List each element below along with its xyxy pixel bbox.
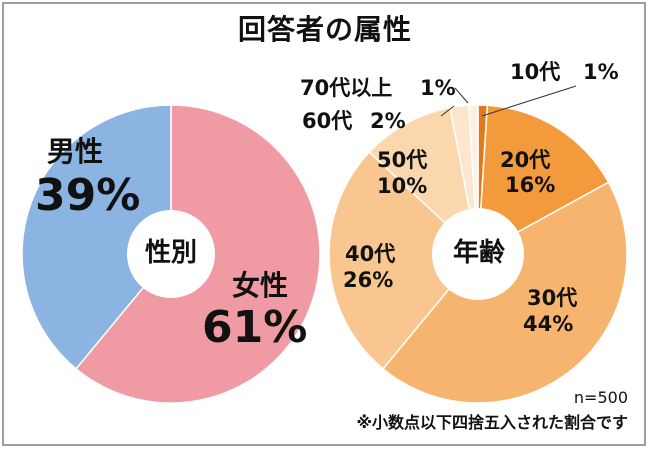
label-age-50s-category: 50代 (377, 148, 428, 172)
label-age-70plus-percent: 1% (420, 76, 456, 100)
label-age-10s-category: 10代 (510, 60, 561, 84)
page-title: 回答者の属性 (237, 13, 412, 46)
gender-center-hole (127, 210, 215, 298)
age-center-label: 年齢 (452, 238, 505, 268)
label-female-percent: 61% (202, 302, 308, 353)
label-age-20s-category: 20代 (500, 148, 551, 172)
label-female-category: 女性 (232, 269, 289, 302)
label-age-60s-category: 60代 (302, 109, 353, 133)
age-slice-4 (328, 150, 480, 370)
gender-center-label: 性別 (144, 238, 197, 268)
age-slice-3 (381, 181, 628, 404)
label-age-30s-category: 30代 (527, 286, 578, 310)
leader-line-70plus (454, 87, 469, 104)
leader-line-10s (481, 85, 577, 117)
label-age-10s-percent: 1% (583, 60, 619, 84)
label-age-40s-percent: 26% (343, 268, 394, 292)
label-age-40s-category: 40代 (345, 242, 396, 266)
sample-size: n=500 (573, 388, 628, 407)
label-age-30s-percent: 44% (523, 312, 574, 336)
leader-line-60s (440, 105, 455, 117)
rounding-note: ※小数点以下四捨五入された割合です (356, 413, 628, 432)
gender-slice-2 (21, 104, 172, 370)
label-age-60s-percent: 2% (370, 109, 406, 133)
label-male-percent: 39% (35, 170, 141, 221)
label-age-70plus-category: 70代以上 (300, 76, 393, 100)
label-age-50s-percent: 10% (377, 174, 428, 198)
label-age-20s-percent: 16% (505, 173, 556, 197)
label-male-category: 男性 (47, 135, 104, 168)
age-center-hole (432, 208, 524, 300)
age-slice-2 (477, 104, 610, 256)
